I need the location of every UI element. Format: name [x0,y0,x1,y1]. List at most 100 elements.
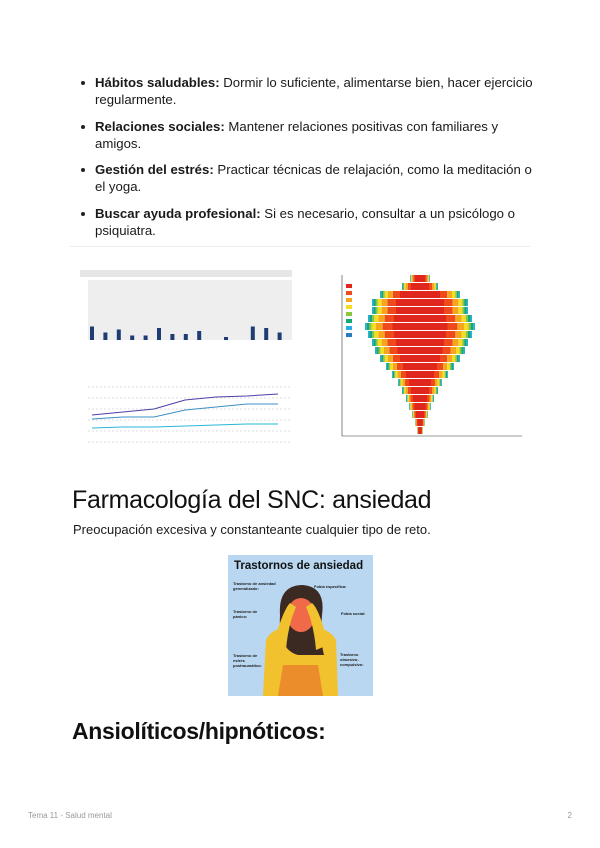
pyramid-bar [413,275,415,282]
section-heading: Ansiolíticos/hipnóticos: [72,718,326,744]
pyramid-bar [390,363,393,370]
infographic-title: Trastornos de ansiedad [234,560,364,572]
pyramid-bar [400,291,420,298]
pyramid-bar [407,387,411,394]
pyramid-bar [423,419,424,426]
pyramid-bar [420,283,429,290]
pyramid-bar [384,291,388,298]
bar [250,326,255,340]
pyramid-bar [464,299,467,306]
pyramid-bar [449,363,452,370]
legend-swatch [346,305,352,309]
pyramid-bar [388,363,391,370]
pyramid-bar [431,379,435,386]
list-item: Gestión del estrés: Practicar técnicas d… [78,161,538,195]
pyramid-bar [446,331,456,338]
pyramid-bar [380,347,384,354]
pyramid-bar [435,387,437,394]
pyramid-bar [372,307,374,314]
section-heading: Farmacología del SNC: ansiedad [72,486,432,514]
pyramid-bar [398,379,399,386]
pyramid-bar [373,307,376,314]
pyramid-bar [462,307,465,314]
pyramid-bar [386,363,388,370]
pyramid-bar [369,331,373,338]
pyramid-bar [461,331,466,338]
pyramid-bar [381,339,388,346]
pyramid-bar [421,427,423,434]
bar [103,332,108,340]
pyramid-bar [461,315,466,322]
pyramid-bar [378,347,381,354]
pyramid-bar [440,291,448,298]
pyramid-bar [402,387,404,394]
pyramid-bar [450,347,456,354]
pyramid-bar [402,283,404,290]
pyramid-bar [414,403,420,410]
pyramid-bar [434,283,436,290]
pyramid-bar [437,387,438,394]
pyramid-bar [462,339,465,346]
bar [277,332,282,340]
pyramid-bar [432,395,434,402]
pyramid-bar [426,411,428,418]
pyramid-bar [392,323,420,330]
pyramid-bar [397,371,401,378]
pyramid-bar [428,403,430,410]
pyramid-bar [411,283,420,290]
pyramid-bar [417,419,420,426]
pyramid-bar [435,283,437,290]
pyramid-bar [415,275,420,282]
anxiety-infographic: Trastornos de ansiedad Trastorno de ansi… [228,555,373,696]
infographic-item: Trastorno obsesivo-compulsivo: [340,652,364,667]
pyramid-bar [420,331,446,338]
pyramid-bar [437,363,444,370]
divider [70,246,530,247]
pyramid-bar [381,355,384,362]
pyramid-bar [427,403,429,410]
pyramid-bar [467,331,471,338]
pyramid-bar [441,379,442,386]
pyramid-bar [420,299,444,306]
pyramid-bar [444,299,453,306]
pyramid-bar [384,347,390,354]
pyramid-bar [429,395,432,402]
pyramid-bar [366,323,370,330]
pyramid-bar [452,307,459,314]
pyramid-bar [420,291,440,298]
pyramid-bar [405,379,409,386]
pyramid-bar [456,291,459,298]
pyramid-bar [402,283,403,290]
pyramid-bar [409,379,420,386]
pyramid-bar [455,355,457,362]
pyramid-bar [371,323,376,330]
pyramid-bar [420,355,440,362]
pyramid-bar [466,307,468,314]
pyramid-bar [447,291,452,298]
pyramid-bar [430,403,431,410]
pyramid-bar [396,299,420,306]
pyramid-bar [412,411,414,418]
pyramid-bar [389,347,398,354]
pyramid-bar [473,323,475,330]
pyramid-bar [400,379,403,386]
pyramid-bar [375,347,377,354]
pyramid-bar [376,323,383,330]
pyramid-bar [384,355,388,362]
pyramid-bar [374,315,379,322]
pyramid-bar [428,275,429,282]
pyramid-bar [381,307,388,314]
pyramid-bar [420,419,423,426]
pyramid-bar [463,347,465,354]
pyramid-bar [377,307,382,314]
pyramid-bar [464,339,467,346]
pyramid-bar [470,331,472,338]
bar [90,326,94,340]
pyramid-bar [443,363,448,370]
pyramid-bar [374,331,379,338]
line-chart-image [88,386,292,443]
bar [264,328,269,340]
pyramid-bar [420,315,446,322]
population-pyramid-image [341,275,522,437]
pyramid-bar [420,323,448,330]
